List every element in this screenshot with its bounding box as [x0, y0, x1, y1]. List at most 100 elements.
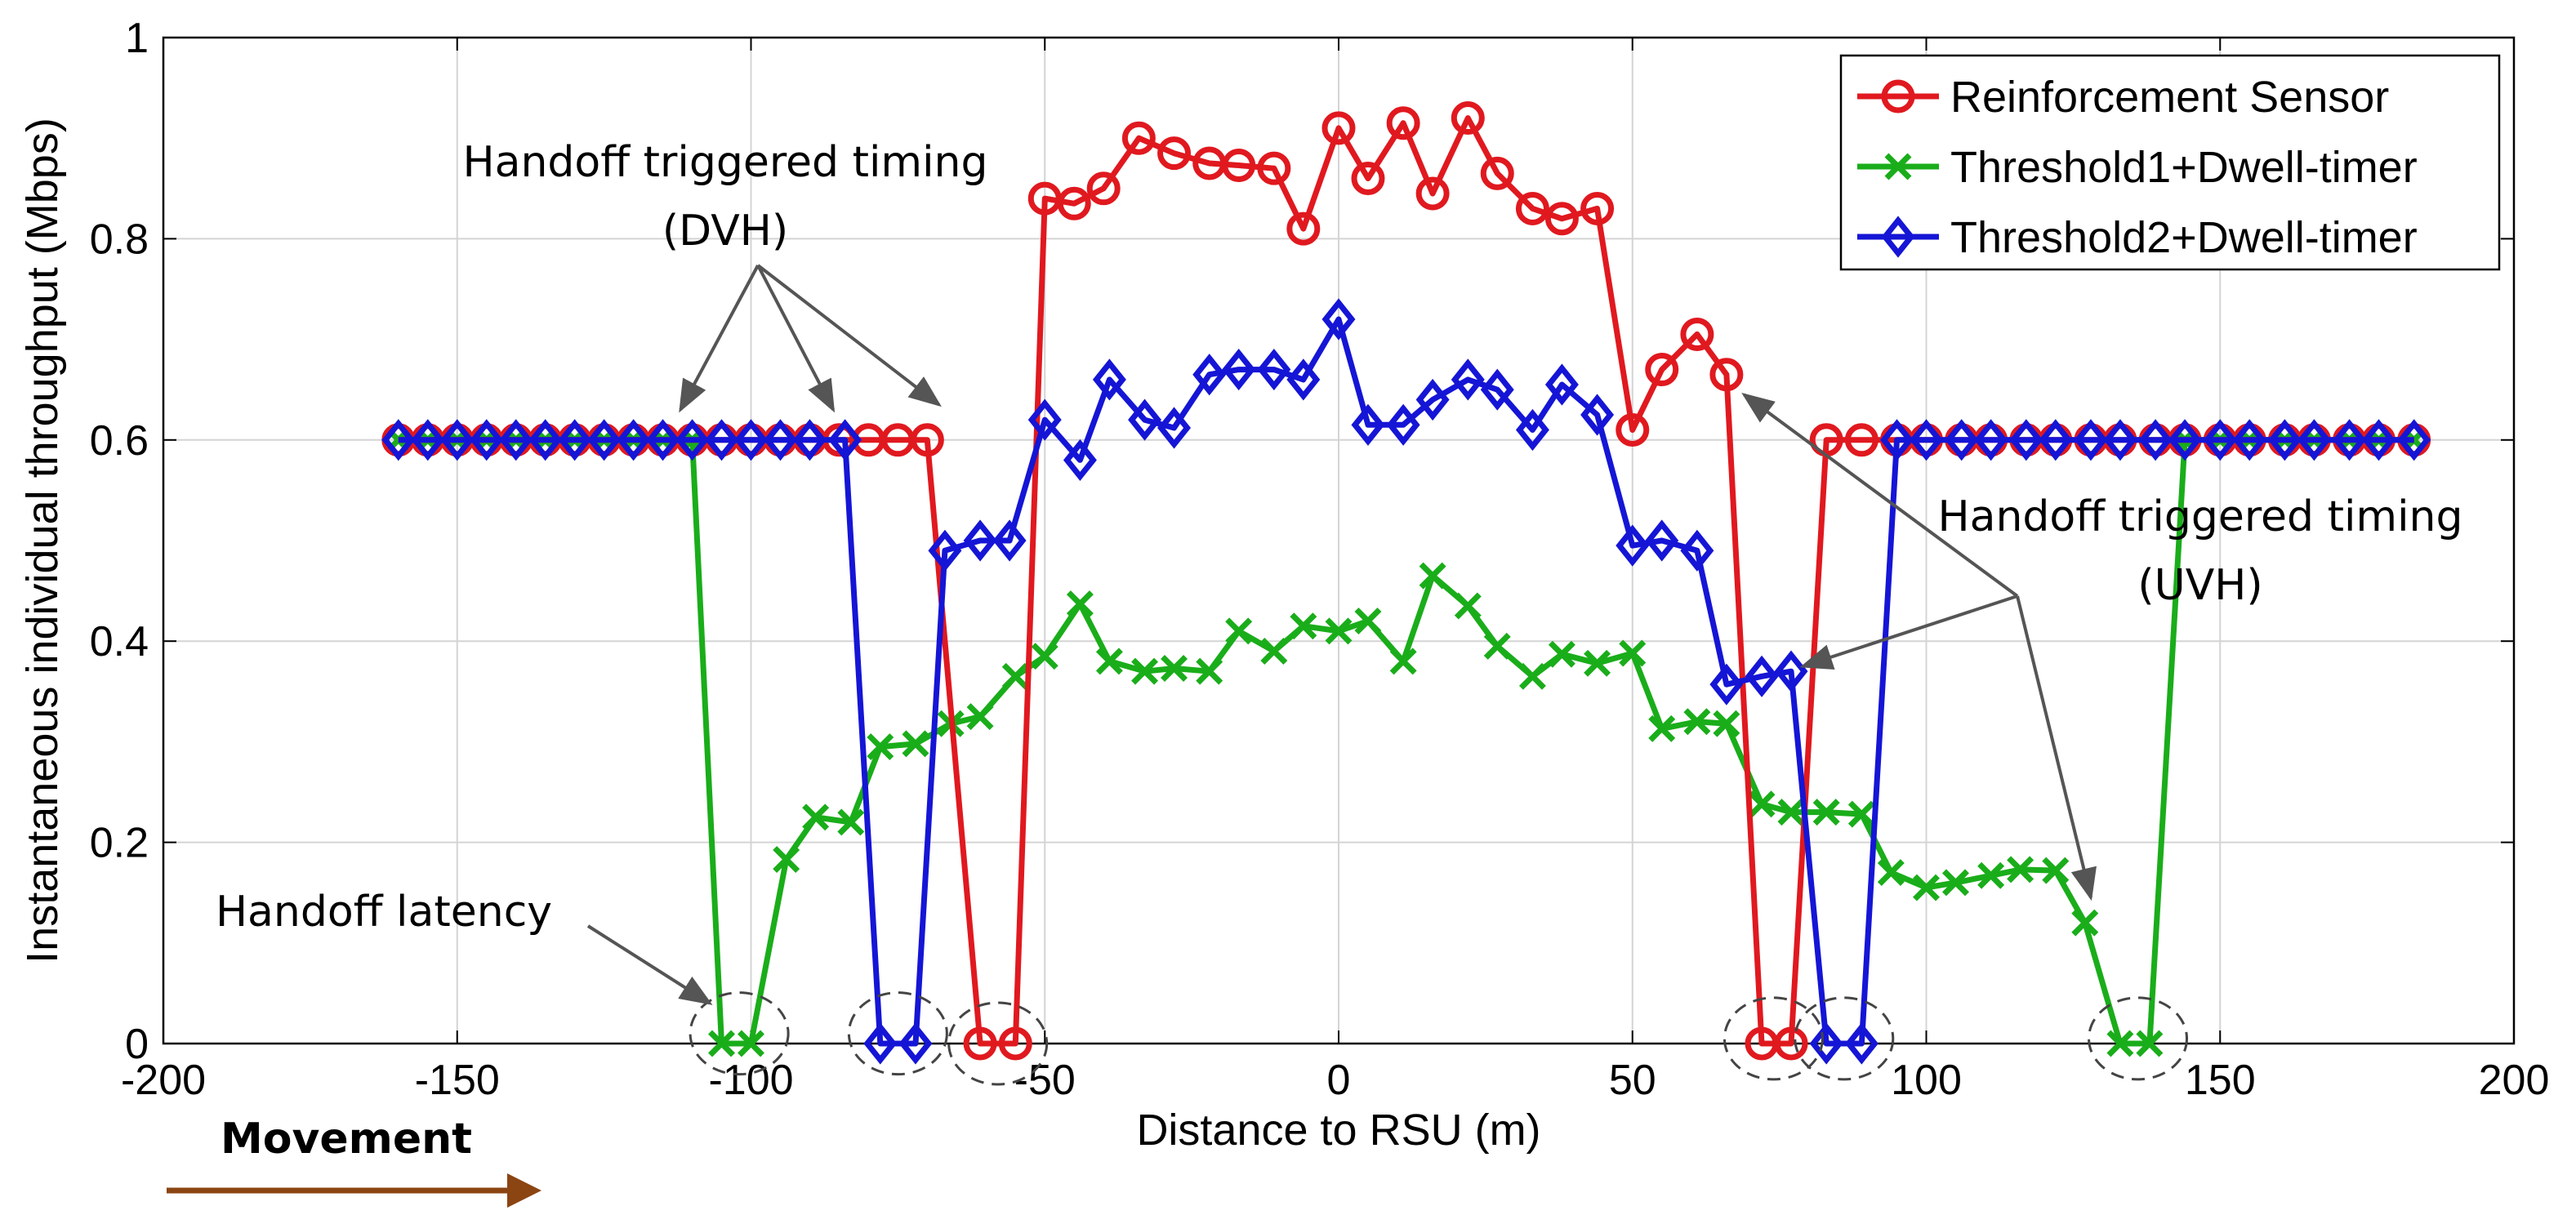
data-point [1257, 151, 1291, 185]
data-point [1031, 643, 1058, 670]
data-point [2039, 419, 2073, 461]
latency-circle [1794, 996, 1895, 1081]
data-point [705, 419, 739, 461]
series-2 [381, 298, 2431, 1065]
annotation-arrow [2016, 595, 2097, 901]
latency-circle [2088, 996, 2189, 1081]
annotation-2: Handoff latency [216, 888, 713, 1005]
data-point [617, 419, 651, 461]
data-point [928, 529, 962, 572]
data-point [1321, 298, 1356, 340]
data-point [2362, 419, 2396, 461]
data-point [1419, 562, 1446, 590]
data-point [2009, 419, 2043, 461]
data-point [1713, 710, 1740, 737]
data-point [1121, 121, 1156, 155]
data-point [2103, 419, 2137, 461]
annotation-text: (DVH) [662, 207, 788, 256]
data-point [1748, 790, 1776, 818]
y-tick-label: 1 [125, 15, 149, 62]
data-point [763, 419, 797, 461]
x-tick-label: 150 [2185, 1057, 2256, 1104]
latency-circle [1723, 996, 1824, 1081]
annotation-text: Handoff latency [216, 888, 552, 937]
data-point [898, 1022, 933, 1065]
data-point [1451, 358, 1485, 401]
data-point [1877, 859, 1905, 887]
x-axis-label: Distance to RSU (m) [1136, 1106, 1540, 1155]
data-point [1354, 608, 1382, 635]
data-point [1161, 654, 1188, 682]
data-point [1809, 1022, 1843, 1065]
data-point [1515, 191, 1549, 225]
data-point [2168, 419, 2202, 461]
data-point [1086, 171, 1121, 206]
data-point [1683, 708, 1711, 736]
data-point [1415, 176, 1450, 211]
data-point [1257, 348, 1291, 391]
y-tick-label: 0.2 [90, 820, 149, 867]
data-point [1415, 378, 1450, 421]
data-point [1945, 419, 1979, 461]
data-point [2333, 419, 2367, 461]
data-point [558, 419, 592, 461]
data-point [1092, 358, 1126, 401]
latency-circle [947, 1001, 1049, 1086]
data-point [1222, 348, 1256, 391]
annotation-arrow [586, 924, 713, 1005]
data-point [2007, 856, 2035, 884]
latency-circle [847, 991, 948, 1076]
data-point [1844, 423, 1879, 457]
data-point [440, 419, 475, 461]
data-point [1544, 363, 1579, 406]
data-point [587, 419, 622, 461]
x-tick-label: 50 [1609, 1057, 1656, 1104]
data-point [863, 1022, 898, 1065]
latency-circle [689, 991, 790, 1076]
annotation-arrow [1799, 594, 2018, 670]
data-point [1386, 106, 1420, 140]
data-point [1225, 617, 1253, 645]
data-point [1844, 1022, 1879, 1065]
x-tick-label: -50 [1014, 1057, 1076, 1104]
data-point [1131, 657, 1159, 685]
data-point [1974, 419, 2008, 461]
annotation-arrow [679, 265, 760, 413]
data-point [1286, 211, 1321, 246]
data-point [1645, 519, 1679, 562]
data-point [1157, 407, 1192, 449]
annotation-text: (UVH) [2137, 561, 2262, 610]
annotation-1: Handoff triggered timing (UVH) [1741, 392, 2463, 901]
data-point [1351, 403, 1385, 446]
data-point [1063, 438, 1097, 482]
data-point [998, 1026, 1032, 1061]
data-point [1648, 714, 1676, 742]
data-point [1286, 358, 1321, 401]
data-point [675, 419, 710, 461]
data-point [1386, 403, 1420, 446]
data-point [828, 419, 862, 461]
data-point [1451, 101, 1485, 136]
data-point [1913, 874, 1940, 901]
y-axis-label: Instantaneous individual throughput (Mbp… [18, 118, 67, 964]
legend-box [1839, 54, 2501, 271]
data-point [2297, 419, 2331, 461]
data-point [1321, 111, 1356, 145]
x-tick-label: 100 [1891, 1057, 1962, 1104]
annotation-text: Handoff triggered timing [463, 138, 988, 187]
data-point [963, 1026, 997, 1061]
data-point [2397, 419, 2431, 461]
x-tick-label: -150 [415, 1057, 500, 1104]
data-point [1260, 638, 1288, 665]
data-point [1580, 191, 1615, 225]
data-point [1518, 662, 1546, 690]
data-point [1645, 353, 1679, 387]
annotation-arrow [1741, 392, 2019, 598]
annotation-text: Handoff triggered timing [1938, 492, 2463, 541]
legend-label: Threshold2+Dwell-timer [1950, 213, 2418, 262]
data-point [499, 419, 533, 461]
data-point [837, 808, 865, 836]
data-point [792, 419, 827, 461]
data-point [734, 419, 768, 461]
data-point [1584, 649, 1611, 677]
